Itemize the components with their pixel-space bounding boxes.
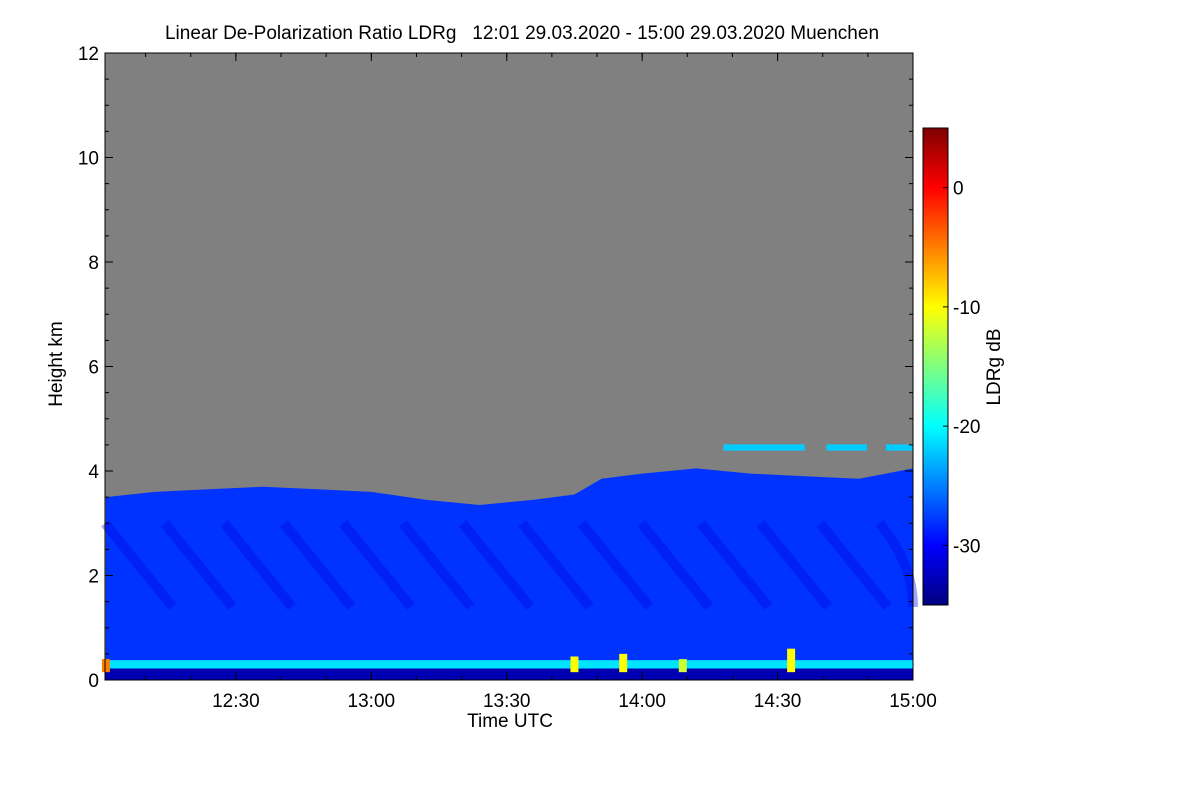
plot-area [101,53,919,680]
depolarization-spike [787,648,796,673]
aerosol-streak [637,520,713,611]
x-tick-label: 12:30 [212,691,260,712]
chart-title: Linear De-Polarization Ratio LDRg 12:01 … [165,23,879,44]
high-aerosol-patch [723,444,805,451]
y-tick-label: 6 [88,358,99,379]
colorbar: 0 -10 -20 -30 [922,127,980,606]
y-tick-label: 8 [88,253,99,274]
aerosol-layer [105,468,913,680]
colorbar-label: LDRg dB [984,328,1005,405]
colorbar-tick-label: -10 [953,298,980,319]
y-tick-label: 2 [88,567,99,588]
y-tick-label: 4 [88,462,99,483]
aerosol-streak [399,520,475,611]
aerosol-streak [816,520,892,611]
depolarization-spike [101,659,110,673]
x-tick-label: 14:30 [754,691,802,712]
colorbar-tick-label: 0 [953,179,964,200]
aerosol-streak [160,520,237,611]
aerosol-streak [577,520,654,611]
x-tick-label: 14:00 [618,691,666,712]
depolarization-spike [619,653,628,673]
y-tick-label: 12 [78,44,99,65]
aerosol-streak [220,520,296,611]
colorbar-gradient [922,127,949,606]
aerosol-streak [101,520,177,611]
y-tick-label: 0 [88,671,99,692]
aerosol-streak [518,520,594,611]
aerosol-streak [697,520,773,611]
colorbar-tick-label: -30 [953,536,980,557]
depolarization-spike [570,656,579,673]
aerosol-streak [279,520,356,611]
high-aerosol-patch [885,444,913,451]
high-aerosol-patch [826,444,867,451]
x-axis-label: Time UTC [467,711,553,732]
aerosol-streak [339,520,415,611]
y-tick-label: 10 [78,149,99,170]
x-tick-label: 13:00 [348,691,396,712]
colorbar-tick-label: -20 [953,417,980,438]
x-tick-label: 13:30 [483,691,531,712]
aerosol-streak [458,520,535,611]
x-tick-label: 15:00 [889,691,937,712]
depolarization-spike [678,659,687,673]
boundary-layer-band [105,660,913,669]
aerosol-streak [756,520,832,611]
axes: 12:30 13:00 13:30 14:00 14:30 15:00 0 2 4 6 8 10 12 [78,44,937,712]
near-surface-band [105,666,913,680]
y-axis-label: Height km [46,321,67,407]
